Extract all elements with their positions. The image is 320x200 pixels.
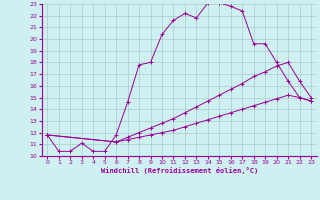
X-axis label: Windchill (Refroidissement éolien,°C): Windchill (Refroidissement éolien,°C) <box>100 167 258 174</box>
